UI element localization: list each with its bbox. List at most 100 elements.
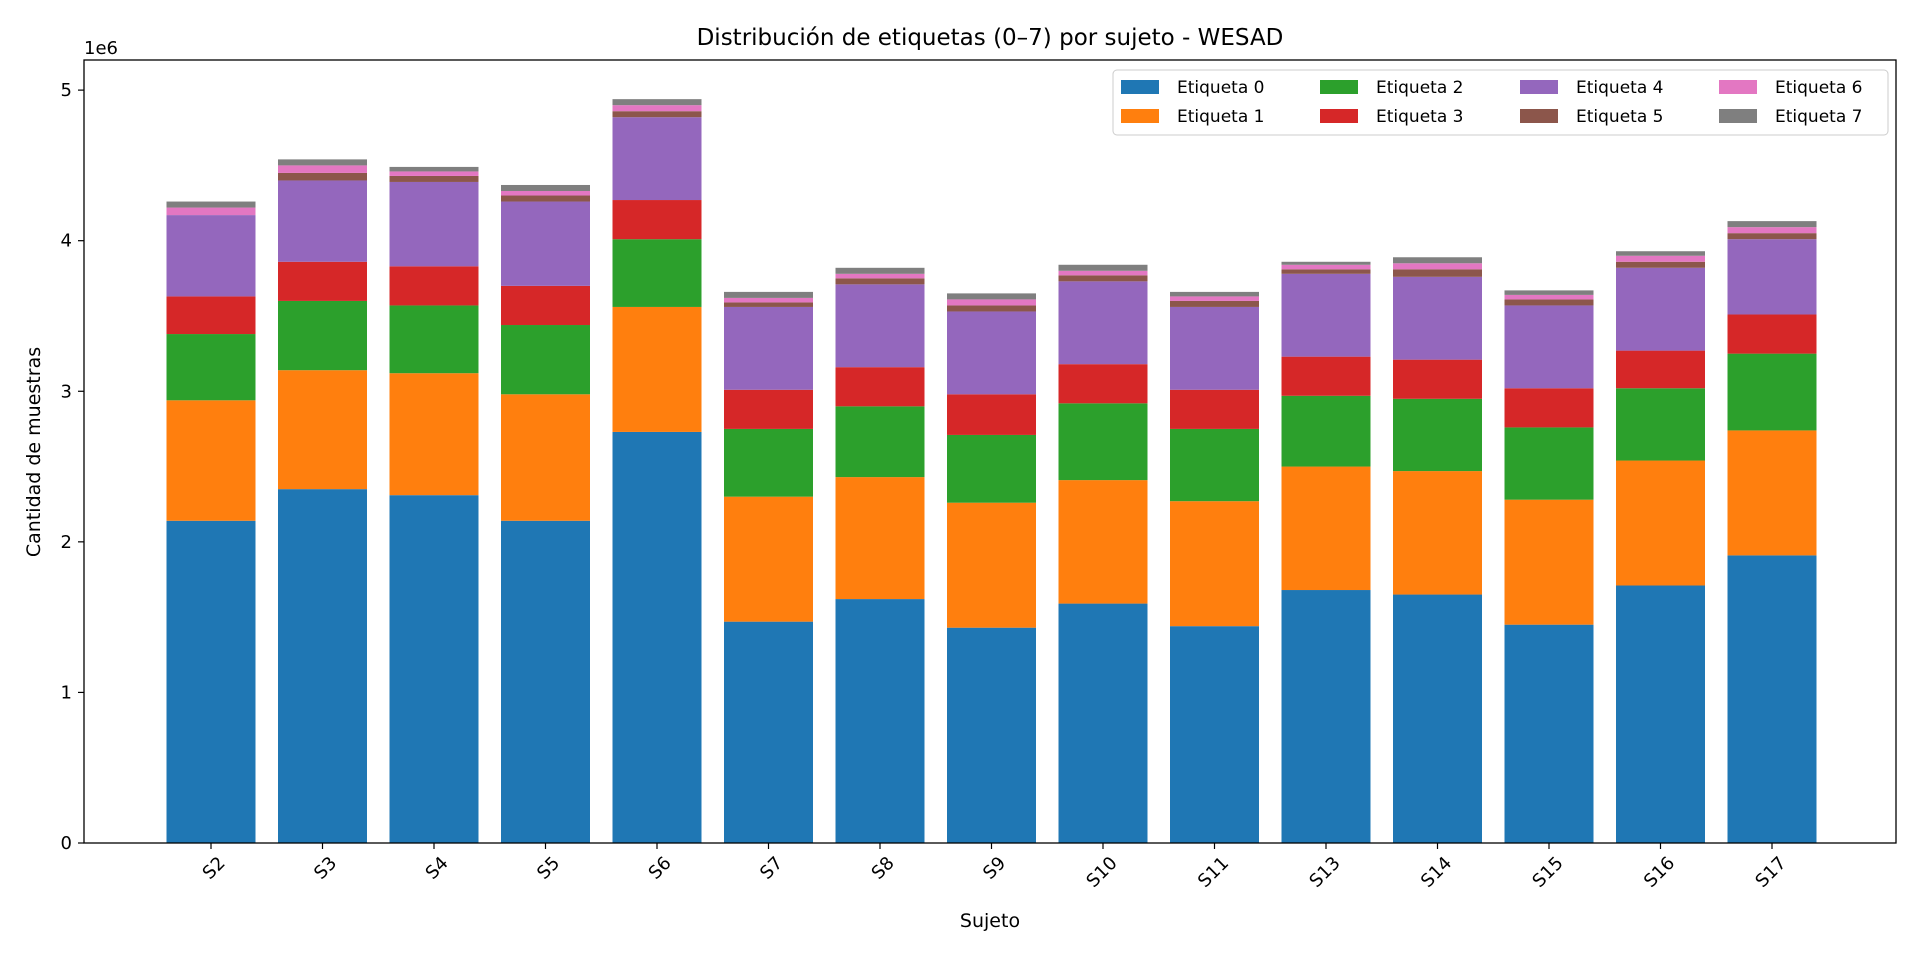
bar-s5-etiqueta-7 — [501, 184, 590, 191]
bar-s14-etiqueta-4 — [1393, 276, 1482, 360]
bar-s13-etiqueta-7 — [1281, 261, 1371, 265]
bar-stack-s5 — [501, 184, 590, 843]
bar-stack-s2 — [166, 201, 256, 843]
legend: Etiqueta 0 Etiqueta 1 Etiqueta 2 Etiqueta 3… — [1112, 69, 1889, 136]
bar-s6-etiqueta-7 — [612, 99, 702, 106]
bar-s8-etiqueta-1 — [835, 477, 925, 600]
bar-s10-etiqueta-3 — [1058, 364, 1148, 404]
bar-s11-etiqueta-5 — [1170, 300, 1259, 307]
bar-s9-etiqueta-4 — [947, 311, 1036, 395]
bar-s5-etiqueta-4 — [501, 201, 590, 286]
bar-s15-etiqueta-5 — [1504, 299, 1594, 306]
legend-swatch-etiqueta-3 — [1320, 109, 1358, 123]
legend-label-etiqueta-2: Etiqueta 2 — [1376, 78, 1463, 98]
bar-s9-etiqueta-2 — [947, 434, 1036, 503]
bar-s5-etiqueta-0 — [501, 520, 590, 843]
bar-s7-etiqueta-4 — [724, 306, 813, 390]
bar-s10-etiqueta-5 — [1058, 275, 1148, 282]
legend-swatch-etiqueta-7 — [1719, 109, 1757, 123]
bar-s6-etiqueta-1 — [612, 306, 702, 432]
bar-s8-etiqueta-4 — [835, 284, 925, 368]
bar-s6-etiqueta-0 — [612, 431, 702, 843]
bar-s17-etiqueta-2 — [1727, 353, 1817, 431]
bar-s15-etiqueta-4 — [1504, 305, 1594, 389]
bar-s2-etiqueta-7 — [166, 201, 256, 208]
legend-label-etiqueta-6: Etiqueta 6 — [1775, 78, 1862, 98]
bar-s5-etiqueta-5 — [501, 195, 590, 202]
bar-stack-s11 — [1170, 291, 1259, 843]
bar-s16-etiqueta-2 — [1616, 388, 1705, 461]
bar-s7-etiqueta-6 — [724, 297, 813, 303]
bar-s3-etiqueta-5 — [278, 172, 367, 181]
bar-s7-etiqueta-2 — [724, 428, 813, 497]
bar-s3-etiqueta-2 — [278, 300, 367, 371]
bar-s10-etiqueta-1 — [1058, 480, 1148, 604]
bar-s10-etiqueta-7 — [1058, 264, 1148, 271]
bar-s2-etiqueta-2 — [166, 334, 256, 401]
bar-stack-s6 — [612, 99, 702, 843]
bar-s4-etiqueta-1 — [389, 373, 479, 496]
bar-s4-etiqueta-4 — [389, 181, 479, 267]
bar-s16-etiqueta-6 — [1616, 255, 1705, 262]
bar-s7-etiqueta-1 — [724, 496, 813, 622]
bar-s3-etiqueta-4 — [278, 180, 367, 262]
x-axis-label: Sujeto — [960, 910, 1020, 932]
bar-s13-etiqueta-5 — [1281, 269, 1371, 274]
bar-s2-etiqueta-1 — [166, 400, 256, 521]
bar-s9-etiqueta-6 — [947, 299, 1036, 306]
bar-s7-etiqueta-0 — [724, 621, 813, 843]
bar-s4-etiqueta-6 — [389, 171, 479, 176]
bar-s10-etiqueta-4 — [1058, 281, 1148, 365]
legend-swatch-etiqueta-6 — [1719, 80, 1757, 94]
legend-swatch-etiqueta-5 — [1520, 109, 1558, 123]
y-tick-label: 2 — [61, 532, 72, 553]
bar-s7-etiqueta-7 — [724, 291, 813, 298]
bar-s11-etiqueta-7 — [1170, 291, 1259, 297]
bars-group — [166, 99, 1817, 843]
bar-s15-etiqueta-7 — [1504, 290, 1594, 295]
bar-s15-etiqueta-2 — [1504, 427, 1594, 500]
bar-s11-etiqueta-0 — [1170, 626, 1259, 843]
y-tick-label: 3 — [61, 381, 72, 402]
bar-s9-etiqueta-1 — [947, 502, 1036, 628]
bar-s13-etiqueta-3 — [1281, 356, 1371, 396]
bar-s5-etiqueta-3 — [501, 285, 590, 326]
y-axis-label: Cantidad de muestras — [23, 347, 45, 557]
bar-s15-etiqueta-1 — [1504, 499, 1594, 625]
bar-s8-etiqueta-6 — [835, 273, 925, 279]
y-tick-label: 5 — [61, 80, 72, 101]
bar-stack-s10 — [1058, 264, 1148, 843]
bar-s7-etiqueta-5 — [724, 302, 813, 307]
legend-label-etiqueta-5: Etiqueta 5 — [1576, 107, 1663, 127]
bar-s17-etiqueta-3 — [1727, 314, 1817, 354]
legend-swatch-etiqueta-4 — [1520, 80, 1558, 94]
bar-s16-etiqueta-3 — [1616, 350, 1705, 389]
bar-stack-s7 — [724, 291, 813, 843]
bar-s2-etiqueta-6 — [166, 207, 256, 216]
bar-s16-etiqueta-1 — [1616, 460, 1705, 586]
legend-swatch-etiqueta-2 — [1320, 80, 1358, 94]
bar-s3-etiqueta-7 — [278, 159, 367, 166]
bar-s14-etiqueta-0 — [1393, 594, 1482, 843]
bar-s16-etiqueta-0 — [1616, 585, 1705, 843]
bar-stack-s16 — [1616, 251, 1705, 843]
bar-stack-s4 — [389, 166, 479, 843]
bar-s11-etiqueta-4 — [1170, 306, 1259, 390]
bar-s13-etiqueta-1 — [1281, 466, 1371, 591]
bar-s14-etiqueta-2 — [1393, 398, 1482, 472]
bar-s6-etiqueta-5 — [612, 111, 702, 118]
bar-s14-etiqueta-6 — [1393, 263, 1482, 270]
bar-stack-s15 — [1504, 290, 1594, 843]
bar-s16-etiqueta-4 — [1616, 267, 1705, 351]
bar-s14-etiqueta-5 — [1393, 269, 1482, 277]
bar-s15-etiqueta-6 — [1504, 294, 1594, 300]
bar-stack-s3 — [278, 159, 367, 843]
bar-s13-etiqueta-0 — [1281, 590, 1371, 843]
bar-s17-etiqueta-5 — [1727, 233, 1817, 240]
bar-s7-etiqueta-3 — [724, 389, 813, 429]
bar-s10-etiqueta-2 — [1058, 403, 1148, 481]
y-tick-label: 4 — [61, 231, 72, 252]
bar-s3-etiqueta-0 — [278, 489, 367, 843]
bar-s10-etiqueta-0 — [1058, 603, 1148, 843]
